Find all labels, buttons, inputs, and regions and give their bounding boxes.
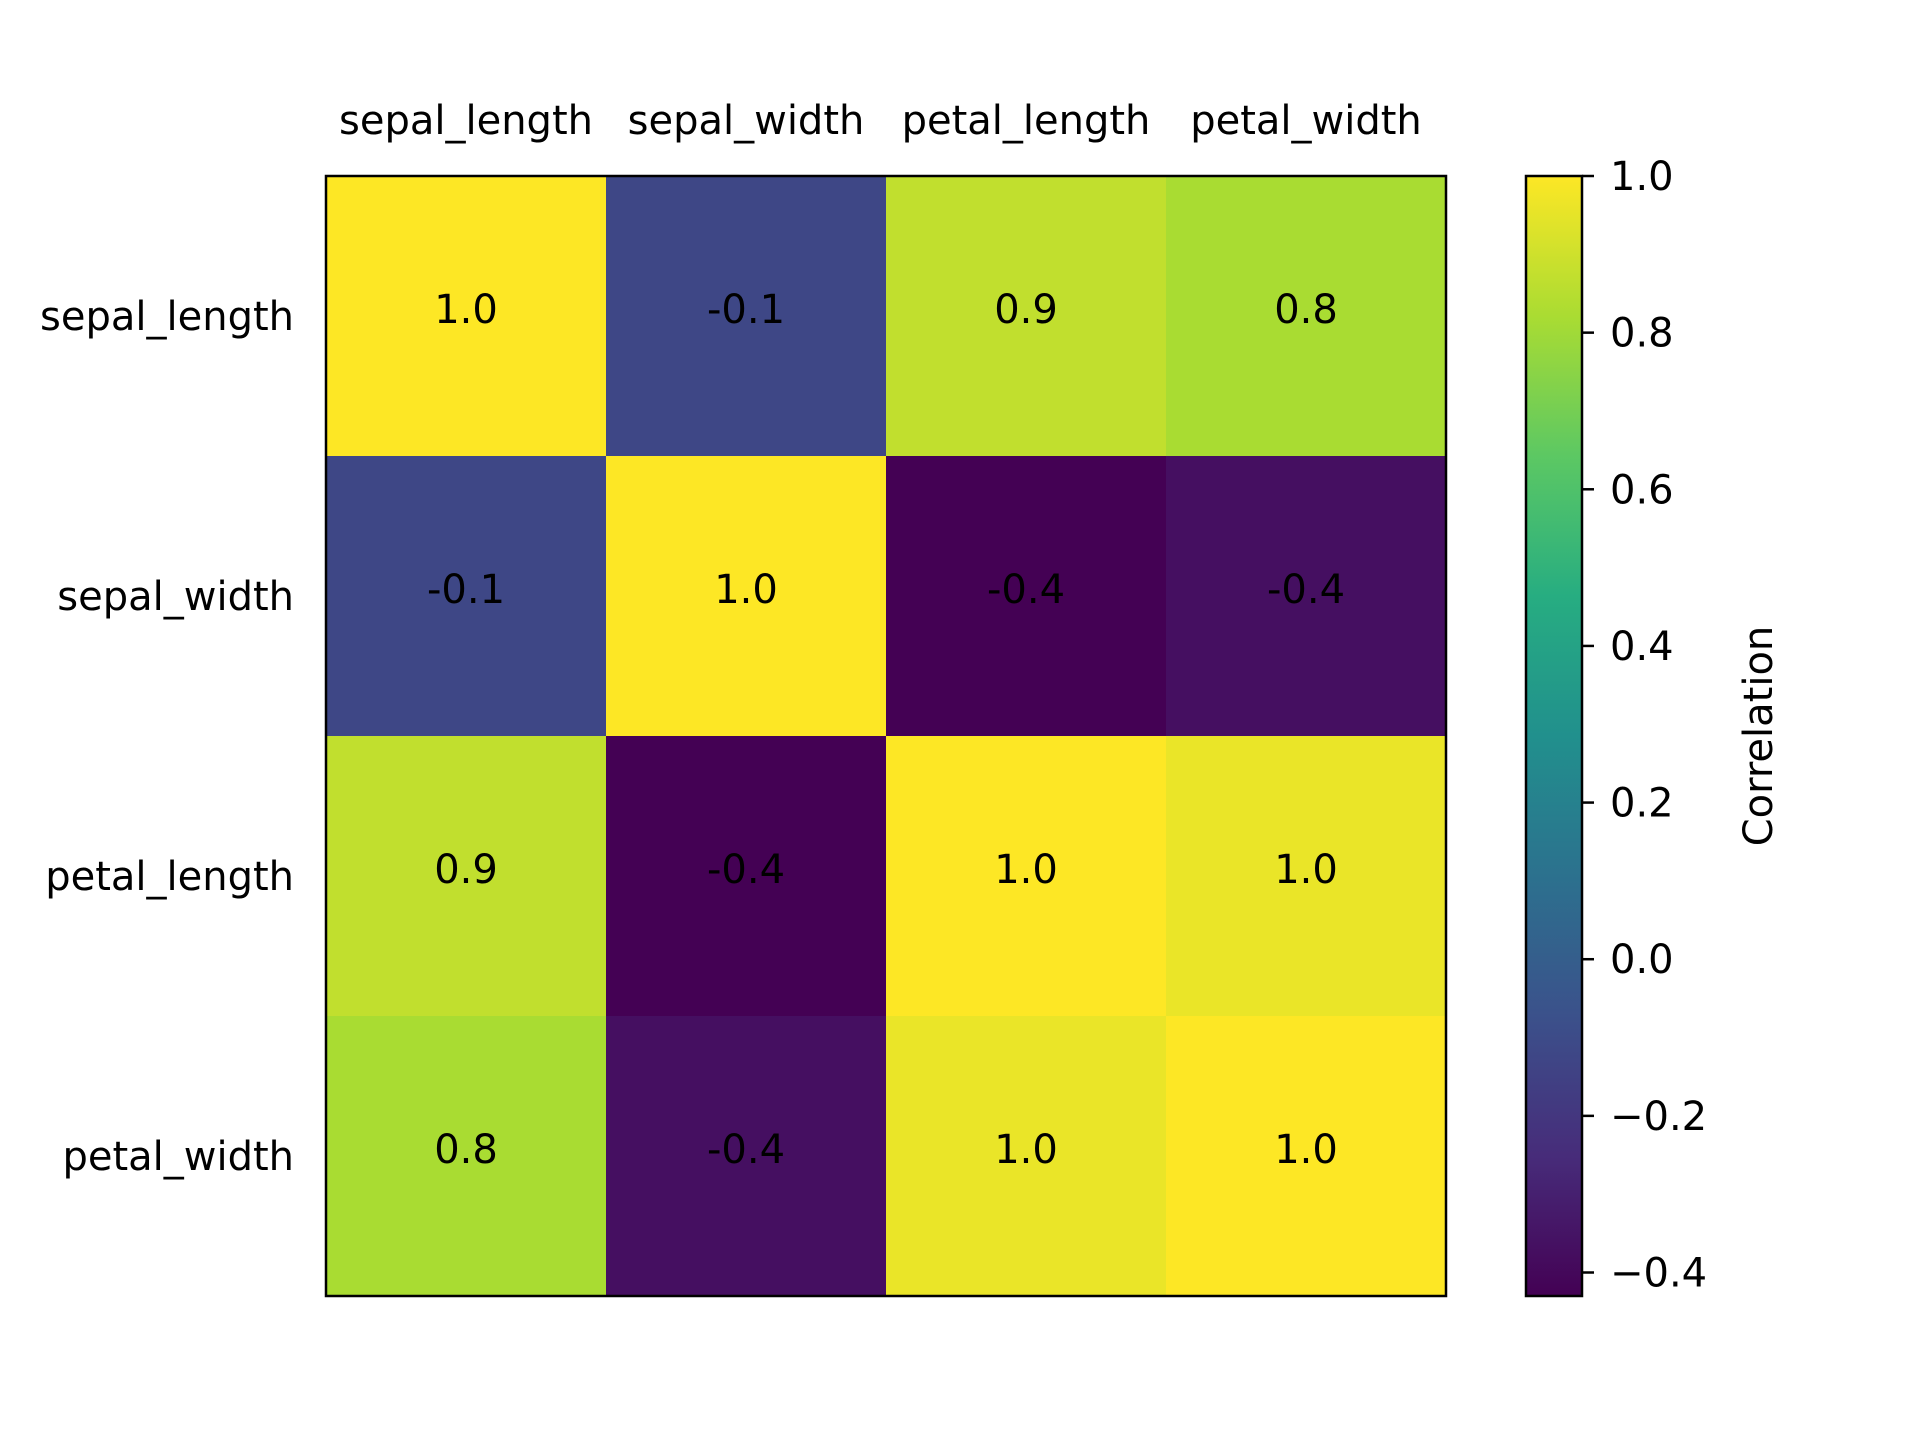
heatmap-cell	[1166, 1016, 1447, 1297]
cell-value-label: 1.0	[994, 1127, 1058, 1173]
y-tick-label: petal_width	[62, 1134, 294, 1180]
colorbar-gradient	[1526, 176, 1582, 1296]
heatmap-cell-labels: 1.0 -0.1 0.9 0.8 -0.1 1.0 -0.4 -0.4 0.9 -0.4 1.0 1.…	[427, 287, 1345, 1173]
cell-value-label: 1.0	[1274, 1127, 1338, 1173]
colorbar: 1.0 0.8 0.6 0.4 0.2 0.0 −0.2 −0.4	[1524, 154, 1707, 1298]
cell-value-label: 0.8	[1274, 287, 1338, 333]
cell-value-label: 1.0	[714, 567, 778, 613]
heatmap-cell	[886, 1016, 1167, 1297]
colorbar-label: Correlation	[1736, 626, 1782, 847]
colorbar-tick-label: 0.8	[1610, 311, 1674, 357]
cell-value-label: -0.4	[987, 567, 1065, 613]
heatmap-cell	[1166, 456, 1447, 737]
y-tick-label: sepal_width	[57, 574, 294, 620]
heatmap-cells	[326, 176, 1447, 1297]
cell-value-label: -0.4	[707, 847, 785, 893]
cell-value-label: -0.4	[1267, 567, 1345, 613]
colorbar-frame	[1524, 174, 1584, 1298]
colorbar-tick-label: −0.4	[1610, 1251, 1707, 1297]
cell-value-label: 1.0	[434, 287, 498, 333]
cell-value-label: -0.1	[427, 567, 505, 613]
x-tick-label: petal_width	[1190, 98, 1422, 144]
cell-value-label: 0.8	[434, 1127, 498, 1173]
heatmap-cell	[606, 456, 887, 737]
heatmap-cell	[326, 1016, 607, 1297]
y-tick-label: petal_length	[45, 854, 294, 900]
colorbar-tick-label: 0.4	[1610, 624, 1674, 670]
colorbar-tick-label: 0.2	[1610, 781, 1674, 827]
cell-value-label: 1.0	[994, 847, 1058, 893]
heatmap-cell	[1166, 736, 1447, 1017]
colorbar-tick-label: 0.0	[1610, 937, 1674, 983]
heatmap-cell	[606, 1016, 887, 1297]
x-tick-label: sepal_width	[628, 98, 865, 144]
cell-value-label: -0.4	[707, 1127, 785, 1173]
colorbar-tick-label: 0.6	[1610, 467, 1674, 513]
heatmap-cell	[606, 736, 887, 1017]
cell-value-label: 0.9	[434, 847, 498, 893]
heatmap-cell	[606, 176, 887, 457]
y-tick-label: sepal_length	[40, 294, 294, 340]
heatmap-cell	[326, 176, 607, 457]
heatmap-frame	[324, 174, 1448, 1298]
heatmap-cell	[886, 456, 1167, 737]
heatmap-cell	[886, 736, 1167, 1017]
heatmap-cell	[886, 176, 1167, 457]
cell-value-label: 0.9	[994, 287, 1058, 333]
colorbar-tick-label: −0.2	[1610, 1094, 1707, 1140]
x-tick-label: petal_length	[902, 98, 1151, 144]
cell-value-label: -0.1	[707, 287, 785, 333]
x-tick-label: sepal_length	[339, 98, 593, 144]
y-axis-left: sepal_length sepal_width petal_lengthpetal…	[40, 294, 294, 1180]
cell-value-label: 1.0	[1274, 847, 1338, 893]
x-axis-top: sepal_length sepal_width petal_length petal…	[339, 98, 1422, 144]
heatmap-cell	[326, 736, 607, 1017]
heatmap-cell	[326, 456, 607, 737]
colorbar-tick-label: 1.0	[1610, 154, 1674, 200]
heatmap-cell	[1166, 176, 1447, 457]
